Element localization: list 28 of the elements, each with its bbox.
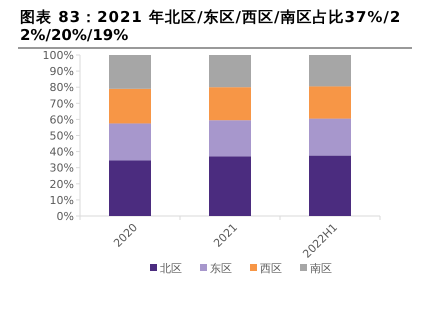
y-tick-label: 70% — [50, 97, 74, 110]
y-tick-label: 10% — [50, 194, 74, 207]
bar — [109, 55, 151, 89]
y-tick-label: 60% — [50, 113, 74, 126]
y-tick-label: 50% — [50, 130, 74, 142]
bar — [209, 120, 251, 156]
bar — [109, 88, 151, 124]
legend-label: 西区 — [260, 262, 282, 275]
y-tick-label: 0% — [56, 210, 74, 223]
bar — [109, 123, 151, 160]
bar — [209, 87, 251, 120]
legend-label: 东区 — [210, 262, 232, 275]
bar — [309, 118, 351, 156]
y-tick-label: 90% — [50, 65, 74, 78]
legend-label: 南区 — [310, 262, 332, 275]
y-tick-label: 40% — [50, 146, 74, 159]
bar — [309, 156, 351, 216]
legend-label: 北区 — [160, 262, 182, 275]
bar — [309, 86, 351, 119]
bar — [109, 160, 151, 216]
bar — [309, 55, 351, 86]
bar — [209, 156, 251, 216]
bar — [209, 55, 251, 88]
y-tick-label: 100% — [42, 49, 74, 62]
y-tick-label: 30% — [50, 162, 74, 175]
y-tick-label: 80% — [50, 81, 74, 94]
title: 图表 83：2021 年北区/东区/西区/南区占比37%/22%/20%/19% — [20, 8, 402, 44]
y-tick-label: 20% — [50, 178, 74, 191]
